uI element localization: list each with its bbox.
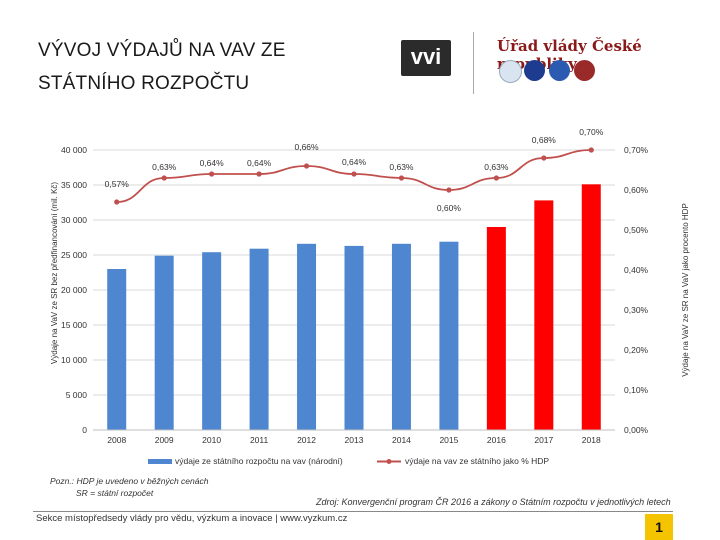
hdp-point (588, 147, 594, 153)
left-tick-label: 40 000 (61, 145, 87, 155)
x-tick-label: 2010 (202, 435, 221, 445)
hdp-data-label: 0,64% (200, 158, 225, 168)
x-tick-label: 2012 (297, 435, 316, 445)
hdp-point (256, 171, 262, 177)
hdp-point (209, 171, 215, 177)
hdp-point (114, 199, 120, 205)
right-tick-label: 0,70% (624, 145, 649, 155)
eu-fund-icon (549, 60, 570, 81)
hdp-point (493, 175, 499, 181)
chart-labels: 0,57% 0,63% 0,64% 0,64% 0,66% 0,64% 0,63% 0,60%… (105, 127, 604, 213)
right-tick-label: 0,60% (624, 185, 649, 195)
left-tick-label: 15 000 (61, 320, 87, 330)
bar (344, 245, 364, 430)
left-axis-title: Výdaje na VaV ze SR bez předfinancování … (50, 182, 59, 365)
left-tick-label: 25 000 (61, 250, 87, 260)
hdp-data-label: 0,68% (532, 135, 557, 145)
x-tick-label: 2016 (487, 435, 506, 445)
legend-bar-swatch (148, 459, 172, 464)
hdp-point (161, 175, 167, 181)
left-tick-label: 20 000 (61, 285, 87, 295)
footnote-line-2: SR = státní rozpočet (76, 488, 154, 498)
hdp-data-label: 0,57% (105, 179, 130, 189)
section-footer: Sekce místopředsedy vlády pro vědu, výzk… (36, 513, 348, 524)
right-tick-label: 0,40% (624, 265, 649, 275)
partner-emblem-icon (574, 60, 595, 81)
footnote-line-1: Pozn.: HDP je uvedeno v běžných cenách (50, 476, 209, 486)
hdp-point (303, 163, 310, 169)
x-tick-label: 2013 (345, 435, 364, 445)
legend-bar-label: výdaje ze státního rozpočtu na vav (náro… (175, 456, 343, 466)
right-tick-label: 0,50% (624, 225, 649, 235)
bar (534, 200, 554, 430)
bar (154, 255, 174, 430)
hdp-point (541, 155, 547, 161)
right-tick-label: 0,30% (624, 305, 649, 315)
legend-line-label: výdaje na vav ze státního jako % HDP (405, 456, 549, 466)
left-tick-label: 30 000 (61, 215, 87, 225)
bar (249, 248, 269, 430)
left-tick-label: 35 000 (61, 180, 87, 190)
hdp-point (351, 171, 357, 177)
logo-text: vvi (410, 44, 442, 69)
vvi-logo: vvi (401, 40, 451, 76)
chart-axes: 0 5 000 10 000 15 000 20 000 25 000 30 000 35 0… (50, 145, 690, 445)
left-tick-label: 0 (82, 425, 87, 435)
bar (581, 184, 601, 430)
x-tick-label: 2011 (250, 435, 269, 445)
hdp-data-label: 0,70% (579, 127, 604, 137)
hdp-point (446, 187, 452, 193)
bar (486, 227, 506, 430)
right-tick-label: 0,00% (624, 425, 649, 435)
x-tick-label: 2014 (392, 435, 411, 445)
right-tick-label: 0,10% (624, 385, 649, 395)
right-tick-label: 0,20% (624, 345, 649, 355)
hdp-data-label: 0,63% (389, 162, 414, 172)
bar (439, 241, 459, 430)
chart-line (114, 147, 594, 205)
hdp-data-label: 0,64% (247, 158, 272, 168)
x-tick-label: 2009 (155, 435, 174, 445)
bar (202, 252, 222, 430)
page-number: 1 (645, 514, 673, 540)
hdp-data-label: 0,64% (342, 157, 367, 167)
chart-bars (107, 184, 601, 430)
right-axis-title: Výdaje na VaV ze SR na VaV jako procento… (681, 203, 690, 377)
footnote: Pozn.: HDP je uvedeno v běžných cenách S… (50, 475, 208, 499)
x-tick-label: 2015 (439, 435, 458, 445)
hdp-data-label: 0,63% (484, 162, 509, 172)
chart-legend: výdaje ze státního rozpočtu na vav (náro… (148, 456, 549, 466)
bar (107, 269, 127, 430)
hdp-point (398, 175, 405, 181)
x-tick-label: 2008 (107, 435, 126, 445)
footer-divider (33, 511, 673, 512)
logo-divider (473, 32, 474, 94)
hdp-data-label: 0,60% (437, 203, 462, 213)
legend-line-marker (386, 459, 392, 464)
left-tick-label: 5 000 (66, 390, 88, 400)
x-tick-label: 2017 (534, 435, 553, 445)
source-note: Zdroj: Konvergenční program ČR 2016 a zá… (316, 497, 671, 507)
hdp-data-label: 0,66% (294, 142, 319, 152)
slide-title: VÝVOJ VÝDAJŮ NA VAV ZE STÁTNÍHO ROZPOČTU (38, 40, 286, 94)
left-tick-label: 10 000 (61, 355, 87, 365)
bar (391, 243, 411, 430)
eu-flag-icon (524, 60, 545, 81)
bar (297, 243, 317, 430)
hdp-data-label: 0,63% (152, 162, 177, 172)
czech-emblem-icon (499, 60, 522, 83)
x-tick-label: 2018 (582, 435, 601, 445)
